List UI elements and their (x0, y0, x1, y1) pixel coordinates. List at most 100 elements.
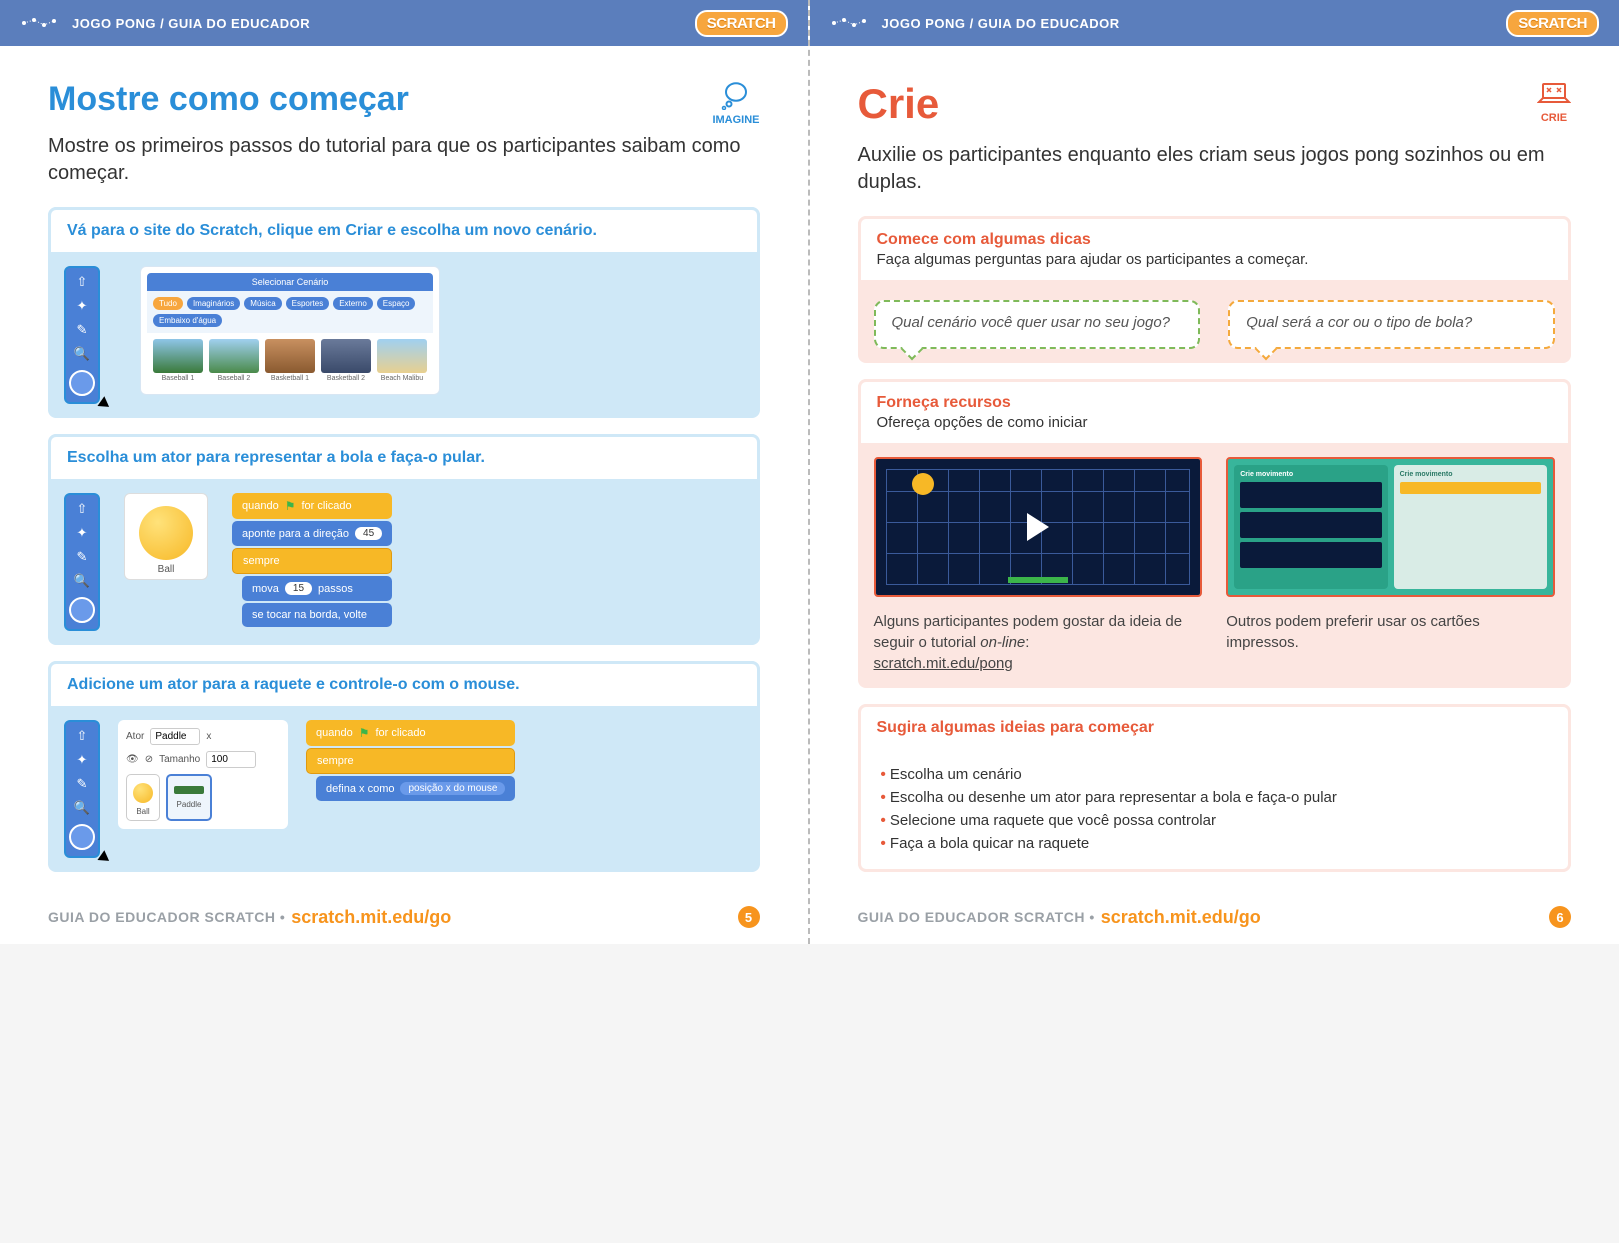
idea-item: Escolha um cenário (881, 763, 1549, 786)
scenario-thumb[interactable]: Basketball 1 (265, 339, 315, 382)
card-paddle: Adicione um ator para a raquete e contro… (48, 661, 760, 872)
control-block: sempre (232, 548, 392, 574)
scenario-tabs: Tudo Imaginários Música Esportes Externo… (147, 291, 433, 333)
search-icon: 🔍 (74, 573, 90, 589)
sprite-name-input[interactable] (150, 728, 200, 745)
card-resources: Forneça recursos Ofereça opções de como … (858, 379, 1572, 688)
flag-icon: ⚑ (359, 726, 370, 740)
event-block: quando⚑for clicado (306, 720, 515, 746)
code-blocks: quando⚑for clicado aponte para a direção… (232, 493, 392, 629)
tutorial-link[interactable]: scratch.mit.edu/pong (874, 655, 1013, 672)
imagine-badge: IMAGINE (712, 80, 759, 126)
scratch-logo: SCRATCH (695, 10, 788, 37)
ball-label: Ball (139, 564, 193, 575)
card-tips: Comece com algumas dicas Faça algumas pe… (858, 216, 1572, 363)
tutorial-video-thumb[interactable] (874, 457, 1203, 597)
editor-toolbar: ⇧ ✦ ✎ 🔍 (64, 720, 100, 858)
sparkle-icon: ✦ (74, 298, 90, 314)
footer-guide-label: GUIA DO EDUCADOR SCRATCH • (858, 909, 1095, 925)
page-intro: Auxilie os participantes enquanto eles c… (858, 142, 1572, 196)
resource-caption: Outros podem preferir usar os cartões im… (1226, 611, 1555, 653)
card-scenario: Vá para o site do Scratch, clique em Cri… (48, 207, 760, 418)
scenario-tab[interactable]: Tudo (153, 297, 183, 310)
page-number: 5 (738, 906, 760, 928)
size-input[interactable] (206, 751, 256, 768)
footer-link[interactable]: scratch.mit.edu/go (291, 907, 451, 928)
card-heading: Sugira algumas ideias para começar (858, 704, 1572, 749)
page-title: Crie (858, 80, 1538, 128)
scenario-thumb[interactable]: Baseball 1 (153, 339, 203, 382)
thought-bubble-icon (719, 80, 753, 110)
idea-item: Selecione uma raquete que você possa con… (881, 809, 1549, 832)
upload-icon: ⇧ (74, 501, 90, 517)
sprite-info-panel: Atorx 👁⊘Tamanho Ball Paddle (118, 720, 288, 829)
event-block: quando⚑for clicado (232, 493, 392, 519)
speech-bubble: Qual cenário você quer usar no seu jogo? (874, 300, 1201, 349)
card-heading: Vá para o site do Scratch, clique em Cri… (48, 207, 760, 252)
scenario-thumb[interactable]: Beach Malibu (377, 339, 427, 382)
page-number: 6 (1549, 906, 1571, 928)
search-icon: 🔍 (74, 800, 90, 816)
choose-icon (69, 824, 95, 850)
dots-icon (20, 16, 60, 30)
badge-label: IMAGINE (712, 114, 759, 126)
upload-icon: ⇧ (74, 274, 90, 290)
footer: GUIA DO EDUCADOR SCRATCH • scratch.mit.e… (0, 896, 808, 944)
motion-block: aponte para a direção45 (232, 521, 392, 546)
scenario-tab[interactable]: Imaginários (187, 297, 240, 310)
footer: GUIA DO EDUCADOR SCRATCH • scratch.mit.e… (810, 896, 1619, 944)
scenario-tab[interactable]: Externo (333, 297, 373, 310)
motion-block: se tocar na borda, volte (242, 603, 392, 627)
card-heading: Forneça recursos Ofereça opções de como … (858, 379, 1572, 443)
card-ball: Escolha um ator para representar a bola … (48, 434, 760, 645)
footer-link[interactable]: scratch.mit.edu/go (1101, 907, 1261, 928)
flag-icon: ⚑ (285, 499, 296, 513)
laptop-icon (1537, 80, 1571, 108)
breadcrumb: JOGO PONG / GUIA DO EDUCADOR (72, 16, 695, 31)
speech-bubble: Qual será a cor ou o tipo de bola? (1228, 300, 1555, 349)
footer-guide-label: GUIA DO EDUCADOR SCRATCH • (48, 909, 285, 925)
scenario-thumbs: Baseball 1Baseball 2Basketball 1Basketba… (147, 333, 433, 388)
header: JOGO PONG / GUIA DO EDUCADOR SCRATCH (0, 0, 808, 46)
sparkle-icon: ✦ (74, 752, 90, 768)
scenario-tab[interactable]: Espaço (377, 297, 416, 310)
idea-item: Faça a bola quicar na raquete (881, 832, 1549, 855)
paint-icon: ✎ (74, 776, 90, 792)
ideas-list: Escolha um cenárioEscolha ou desenhe um … (877, 763, 1553, 855)
eye-icon[interactable]: 👁 (126, 754, 139, 765)
control-block: sempre (306, 748, 515, 774)
scenario-thumb[interactable]: Basketball 2 (321, 339, 371, 382)
search-icon: 🔍 (74, 346, 90, 362)
scenario-tab[interactable]: Esportes (286, 297, 330, 310)
page-intro: Mostre os primeiros passos do tutorial p… (48, 133, 760, 187)
page-title: Mostre como começar (48, 80, 712, 119)
scenario-tab[interactable]: Embaixo d'água (153, 314, 222, 327)
toolbar-with-cursor: ⇧ ✦ ✎ 🔍 (64, 266, 100, 404)
sprite-thumb-ball[interactable]: Ball (126, 774, 160, 821)
breadcrumb: JOGO PONG / GUIA DO EDUCADOR (882, 16, 1507, 31)
resource-caption: Alguns participantes podem gostar da ide… (874, 611, 1203, 674)
paint-icon: ✎ (74, 322, 90, 338)
upload-icon: ⇧ (74, 728, 90, 744)
editor-toolbar: ⇧ ✦ ✎ 🔍 (64, 493, 100, 631)
card-ideas: Sugira algumas ideias para começar Escol… (858, 704, 1572, 872)
sprite-thumb-paddle[interactable]: Paddle (166, 774, 212, 821)
toolbar-with-cursor: ⇧ ✦ ✎ 🔍 (64, 720, 100, 858)
badge-label: CRIE (1541, 112, 1567, 124)
scratch-logo: SCRATCH (1506, 10, 1599, 37)
paddle-icon (1008, 577, 1068, 583)
dots-icon (830, 16, 870, 30)
choose-icon (69, 597, 95, 623)
idea-item: Escolha ou desenhe um ator para represen… (881, 786, 1549, 809)
header: JOGO PONG / GUIA DO EDUCADOR SCRATCH (810, 0, 1619, 46)
eye-off-icon[interactable]: ⊘ (145, 754, 153, 765)
card-heading: Comece com algumas dicas Faça algumas pe… (858, 216, 1572, 280)
scenario-thumb[interactable]: Baseball 2 (209, 339, 259, 382)
page-left: JOGO PONG / GUIA DO EDUCADOR SCRATCH Mos… (0, 0, 810, 944)
motion-block: mova15passos (242, 576, 392, 601)
printed-cards-thumb: Crie movimento Crie movimento (1226, 457, 1555, 597)
scenario-tab[interactable]: Música (244, 297, 281, 310)
crie-badge: CRIE (1537, 80, 1571, 124)
card-heading: Escolha um ator para representar a bola … (48, 434, 760, 479)
ball-sprite-card: Ball (124, 493, 208, 580)
